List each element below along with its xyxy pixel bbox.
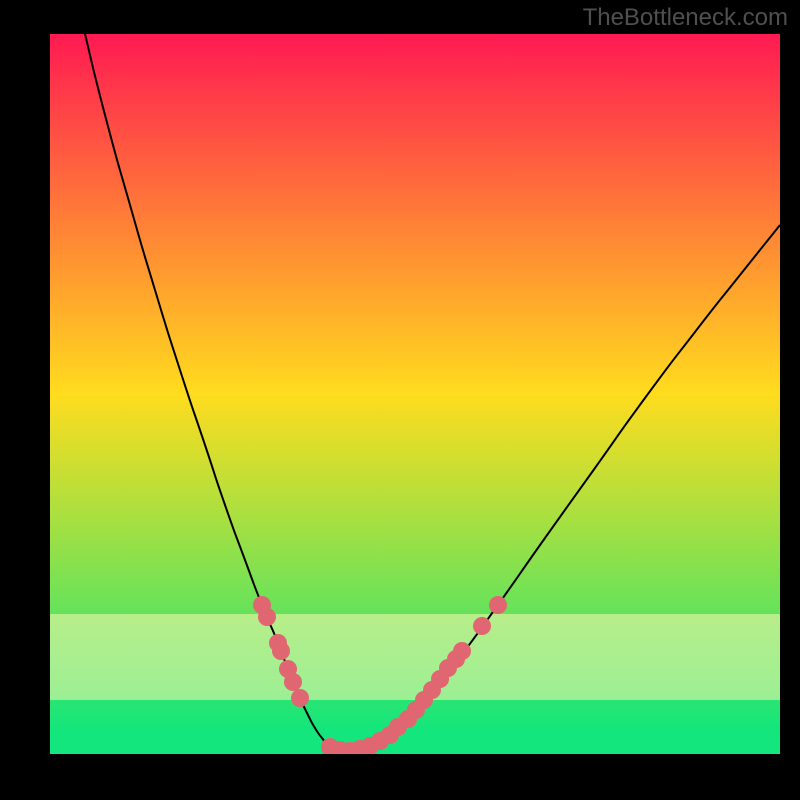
data-point (453, 642, 471, 660)
bottleneck-chart (0, 0, 800, 800)
data-point (258, 608, 276, 626)
data-point (291, 689, 309, 707)
data-point (284, 673, 302, 691)
highlight-band (50, 614, 780, 700)
data-point (473, 617, 491, 635)
chart-stage: TheBottleneck.com (0, 0, 800, 800)
watermark-text: TheBottleneck.com (583, 4, 788, 32)
data-point (489, 596, 507, 614)
data-point (272, 642, 290, 660)
